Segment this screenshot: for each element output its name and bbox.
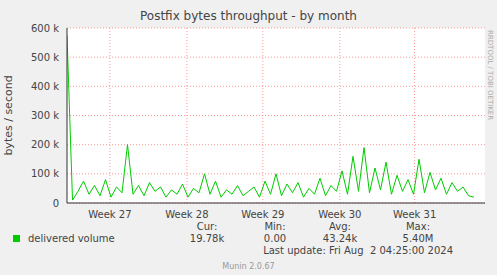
svg-text:Week 31: Week 31	[393, 209, 436, 220]
svg-text:Week 30: Week 30	[318, 209, 361, 220]
svg-text:Week 27: Week 27	[88, 209, 131, 220]
html-text:Avg:: Avg:	[329, 221, 351, 232]
svg-text:600 k: 600 k	[31, 23, 59, 34]
svg-text:bytes / second: bytes / second	[8, 75, 15, 155]
html-text:5.40M: 5.40M	[402, 233, 434, 244]
html-text:Cur:: Cur:	[196, 221, 218, 232]
svg-text:Week 29: Week 29	[241, 209, 284, 220]
html-text:delivered volume: delivered volume	[28, 233, 115, 244]
html-text:Min:: Min:	[264, 221, 286, 232]
html-text:0.00: 0.00	[263, 233, 287, 244]
html-text:Last update: Fri Aug 2 04:25:0: Last update: Fri Aug 2 04:25:00 2024	[263, 245, 453, 256]
svg-text:100 k: 100 k	[31, 168, 59, 179]
html-text:Munin 2.0.67: Munin 2.0.67	[222, 262, 275, 271]
html-text:RRDTOOL / TOBI OETIKER: RRDTOOL / TOBI OETIKER	[486, 30, 494, 121]
html-text:Max:: Max:	[406, 221, 430, 232]
svg-text:0: 0	[53, 198, 59, 209]
html-text:43.24k: 43.24k	[322, 233, 358, 244]
svg-text:200 k: 200 k	[31, 139, 59, 150]
html-text:Postfix bytes throughput - by: Postfix bytes throughput - by month	[140, 9, 357, 23]
svg-text:Week 28: Week 28	[165, 209, 208, 220]
svg-text:400 k: 400 k	[31, 81, 59, 92]
svg-text:300 k: 300 k	[31, 110, 59, 121]
html-text:19.78k: 19.78k	[189, 233, 225, 244]
svg-text:500 k: 500 k	[31, 52, 59, 63]
